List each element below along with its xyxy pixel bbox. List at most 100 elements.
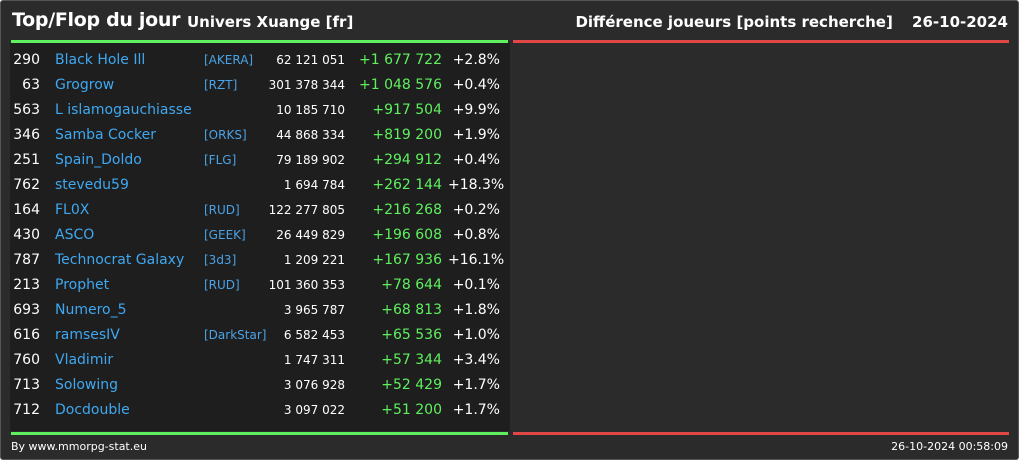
- player-name-link[interactable]: Prophet: [55, 277, 110, 293]
- table-row: 164 FL0X [RUD] 122 277 805 +216 268 +0.2%: [10, 198, 510, 223]
- points-difference: +294 912: [372, 152, 442, 168]
- player-name-link[interactable]: Numero_5: [55, 302, 127, 318]
- table-row: 290 Black Hole Ill [AKERA] 62 121 051 +1 677…: [10, 48, 510, 73]
- player-rank: 290: [13, 52, 40, 68]
- percent-change: +2.8%: [452, 52, 500, 68]
- alliance-tag[interactable]: [RUD]: [204, 203, 240, 217]
- points-difference: +52 429: [381, 377, 442, 393]
- player-points: 26 449 829: [276, 228, 345, 242]
- points-difference: +819 200: [372, 127, 442, 143]
- top-losers-table: [512, 43, 1009, 431]
- table-row: 563 L islamogauchiasse 10 185 710 +917 504 +…: [10, 98, 510, 123]
- player-rank: 430: [13, 227, 40, 243]
- player-name-link[interactable]: stevedu59: [55, 177, 129, 193]
- player-points: 1 694 784: [283, 178, 345, 192]
- table-row: 712 Docdouble 3 097 022 +51 200 +1.7%: [10, 398, 510, 423]
- percent-change: +0.8%: [452, 227, 500, 243]
- bottom-divider-red: [513, 432, 1009, 435]
- percent-change: +1.8%: [452, 302, 500, 318]
- player-name-link[interactable]: Technocrat Galaxy: [55, 252, 185, 268]
- table-row: 693 Numero_5 3 965 787 +68 813 +1.8%: [10, 298, 510, 323]
- table-row: 251 Spain_Doldo [FLG] 79 189 902 +294 912 +0.…: [10, 148, 510, 173]
- table-row: 63 Grogrow [RZT] 301 378 344 +1 048 576 +0.4%: [10, 73, 510, 98]
- generated-timestamp: 26-10-2024 00:58:09: [891, 440, 1008, 453]
- player-rank: 760: [13, 352, 40, 368]
- alliance-tag[interactable]: [DarkStar]: [204, 328, 267, 342]
- player-name-link[interactable]: ramsesIV: [55, 327, 120, 343]
- points-difference: +57 344: [381, 352, 442, 368]
- table-row: 346 Samba Cocker [ORKS] 44 868 334 +819 200 +…: [10, 123, 510, 148]
- player-rank: 616: [13, 327, 40, 343]
- percent-change: +1.0%: [452, 327, 500, 343]
- percent-change: +0.4%: [452, 152, 500, 168]
- percent-change: +9.9%: [452, 102, 500, 118]
- table-row: 713 Solowing 3 076 928 +52 429 +1.7%: [10, 373, 510, 398]
- player-rank: 346: [13, 127, 40, 143]
- player-name-link[interactable]: Vladimir: [55, 352, 114, 368]
- player-rank: 164: [13, 202, 40, 218]
- top-gainers-table: 290 Black Hole Ill [AKERA] 62 121 051 +1 677…: [10, 43, 510, 431]
- player-points: 3 097 022: [283, 403, 345, 417]
- player-name-link[interactable]: Black Hole Ill: [55, 52, 146, 68]
- player-name-link[interactable]: FL0X: [55, 202, 90, 218]
- percent-change: +16.1%: [448, 252, 505, 268]
- player-points: 3 965 787: [283, 303, 345, 317]
- table-row: 616 ramsesIV [DarkStar] 6 582 453 +65 536 +1.…: [10, 323, 510, 348]
- table-row: 760 Vladimir 1 747 311 +57 344 +3.4%: [10, 348, 510, 373]
- player-points: 122 277 805: [268, 203, 345, 217]
- alliance-tag[interactable]: [FLG]: [204, 153, 237, 167]
- alliance-tag[interactable]: [AKERA]: [204, 53, 254, 67]
- percent-change: +3.4%: [452, 352, 500, 368]
- player-points: 3 076 928: [283, 378, 345, 392]
- top-divider-green: [11, 40, 508, 43]
- percent-change: +1.7%: [452, 402, 500, 418]
- player-points: 79 189 902: [276, 153, 345, 167]
- alliance-tag[interactable]: [ORKS]: [204, 128, 247, 142]
- points-difference: +51 200: [381, 402, 442, 418]
- player-rank: 693: [13, 302, 40, 318]
- player-name-link[interactable]: Grogrow: [55, 77, 115, 93]
- percent-change: +0.1%: [452, 277, 500, 293]
- player-name-link[interactable]: Spain_Doldo: [55, 152, 142, 168]
- points-difference: +78 644: [381, 277, 442, 293]
- player-rank: 213: [13, 277, 40, 293]
- table-row: 787 Technocrat Galaxy [3d3] 1 209 221 +167 9…: [10, 248, 510, 273]
- points-difference: +1 048 576: [359, 77, 442, 93]
- table-row: 430 ASCO [GEEK] 26 449 829 +196 608 +0.8%: [10, 223, 510, 248]
- alliance-tag[interactable]: [3d3]: [204, 253, 237, 267]
- points-difference: +65 536: [381, 327, 442, 343]
- player-points: 10 185 710: [276, 103, 345, 117]
- player-points: 44 868 334: [276, 128, 345, 142]
- top-divider-red: [513, 40, 1009, 43]
- player-rank: 251: [13, 152, 40, 168]
- points-difference: +917 504: [372, 102, 442, 118]
- player-rank: 762: [13, 177, 40, 193]
- points-difference: +262 144: [372, 177, 442, 193]
- universe-label: Univers Xuange [fr]: [187, 13, 354, 31]
- header-info: Différence joueurs [points recherche] 26…: [575, 13, 1008, 31]
- percent-change: +1.7%: [452, 377, 500, 393]
- site-credit-link[interactable]: By www.mmorpg-stat.eu: [11, 440, 147, 453]
- player-points: 101 360 353: [268, 278, 345, 292]
- percent-change: +0.4%: [452, 77, 500, 93]
- percent-change: +18.3%: [448, 177, 505, 193]
- player-rank: 63: [22, 77, 40, 93]
- player-name-link[interactable]: L islamogauchiasse: [55, 102, 192, 118]
- points-difference: +196 608: [372, 227, 442, 243]
- player-points: 6 582 453: [283, 328, 345, 342]
- table-row: 213 Prophet [RUD] 101 360 353 +78 644 +0.1%: [10, 273, 510, 298]
- player-rank: 713: [13, 377, 40, 393]
- alliance-tag[interactable]: [GEEK]: [204, 228, 246, 242]
- player-name-link[interactable]: ASCO: [55, 227, 95, 243]
- player-name-link[interactable]: Solowing: [55, 377, 119, 393]
- alliance-tag[interactable]: [RUD]: [204, 278, 240, 292]
- points-difference: +216 268: [372, 202, 442, 218]
- header-date: 26-10-2024: [912, 13, 1008, 31]
- player-name-link[interactable]: Samba Cocker: [55, 127, 157, 143]
- table-row: 762 stevedu59 1 694 784 +262 144 +18.3%: [10, 173, 510, 198]
- alliance-tag[interactable]: [RZT]: [204, 78, 238, 92]
- player-name-link[interactable]: Docdouble: [55, 402, 130, 418]
- player-points: 301 378 344: [268, 78, 345, 92]
- percent-change: +0.2%: [452, 202, 500, 218]
